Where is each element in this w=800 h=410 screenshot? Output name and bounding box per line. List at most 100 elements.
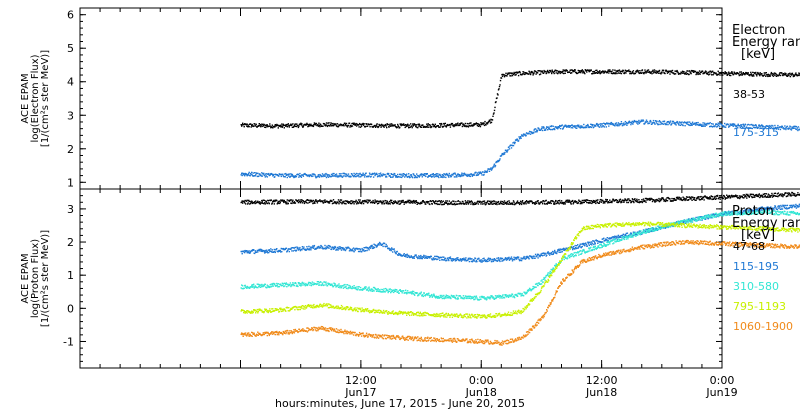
data-point	[600, 71, 602, 73]
data-point	[554, 203, 556, 205]
data-point	[762, 126, 764, 128]
data-point	[781, 193, 784, 195]
data-point	[686, 121, 688, 123]
data-point	[344, 249, 347, 252]
data-point	[414, 255, 416, 258]
data-point	[497, 160, 500, 163]
data-point	[699, 123, 702, 125]
data-point	[461, 175, 464, 177]
data-point	[658, 121, 660, 123]
data-point	[754, 196, 756, 198]
data-point	[242, 172, 244, 174]
data-point	[408, 200, 410, 203]
data-point	[696, 198, 698, 200]
data-point	[672, 200, 674, 202]
data-point	[430, 200, 432, 203]
data-point	[614, 236, 617, 238]
data-point	[353, 122, 355, 124]
data-point	[721, 124, 723, 126]
data-point	[409, 199, 411, 202]
data-point	[659, 200, 662, 202]
data-point	[251, 123, 253, 126]
data-point	[716, 74, 718, 76]
data-point	[446, 200, 448, 202]
data-point	[542, 200, 545, 202]
data-point	[670, 70, 672, 72]
data-point	[450, 124, 452, 126]
data-point	[748, 74, 750, 76]
data-point	[501, 257, 504, 260]
data-point	[728, 73, 730, 75]
data-point	[579, 202, 581, 205]
data-point	[578, 124, 580, 126]
data-point	[554, 201, 556, 203]
data-point	[370, 245, 372, 247]
data-point	[258, 124, 260, 127]
data-point	[300, 122, 302, 124]
data-point	[443, 256, 445, 258]
data-point	[607, 122, 609, 125]
data-point	[503, 74, 505, 76]
data-point	[534, 257, 536, 259]
data-point	[618, 70, 620, 72]
data-point	[498, 259, 501, 262]
data-point	[490, 169, 493, 171]
data-point	[271, 126, 273, 128]
data-point	[325, 124, 327, 126]
data-point	[564, 69, 566, 71]
data-point	[297, 201, 300, 204]
data-point	[308, 175, 311, 178]
data-point	[511, 202, 514, 204]
data-point	[413, 174, 415, 177]
data-point	[582, 201, 584, 204]
data-point	[385, 202, 387, 204]
data-point	[325, 246, 327, 249]
data-point	[449, 256, 452, 258]
data-point	[583, 72, 585, 74]
data-point	[257, 251, 259, 253]
data-point	[791, 72, 794, 75]
data-point	[325, 176, 328, 179]
data-point	[686, 70, 688, 72]
data-point	[285, 247, 287, 249]
data-point	[767, 195, 769, 197]
y-axis-title-line: [1/(cm²s ster MeV)]	[40, 50, 51, 147]
data-point	[492, 258, 494, 260]
data-point	[595, 71, 597, 74]
data-point	[508, 200, 510, 202]
data-point	[400, 124, 402, 127]
data-point	[260, 174, 262, 176]
data-point	[312, 247, 315, 249]
data-point	[299, 246, 301, 249]
data-point	[376, 203, 379, 205]
data-point	[555, 72, 557, 74]
data-point	[598, 72, 600, 74]
data-point	[574, 244, 576, 247]
data-point	[499, 260, 501, 263]
data-point	[349, 175, 351, 177]
data-point	[410, 256, 412, 258]
data-point	[317, 125, 320, 127]
data-point	[461, 172, 463, 174]
data-point	[336, 123, 339, 125]
data-point	[309, 199, 312, 201]
data-point	[708, 198, 710, 200]
data-point	[337, 125, 340, 128]
data-point	[246, 175, 248, 177]
data-point	[731, 194, 733, 197]
data-point	[422, 124, 424, 126]
data-point	[382, 124, 384, 126]
data-point	[462, 173, 464, 175]
data-point	[471, 124, 474, 126]
data-point	[543, 254, 545, 256]
data-point	[561, 248, 563, 251]
data-point	[394, 124, 396, 126]
data-point	[298, 174, 301, 177]
data-point	[283, 176, 285, 178]
data-point	[616, 201, 618, 203]
data-point	[278, 202, 280, 205]
data-point	[638, 199, 640, 201]
data-point	[509, 72, 512, 74]
data-point	[312, 175, 314, 177]
data-point	[413, 257, 415, 259]
